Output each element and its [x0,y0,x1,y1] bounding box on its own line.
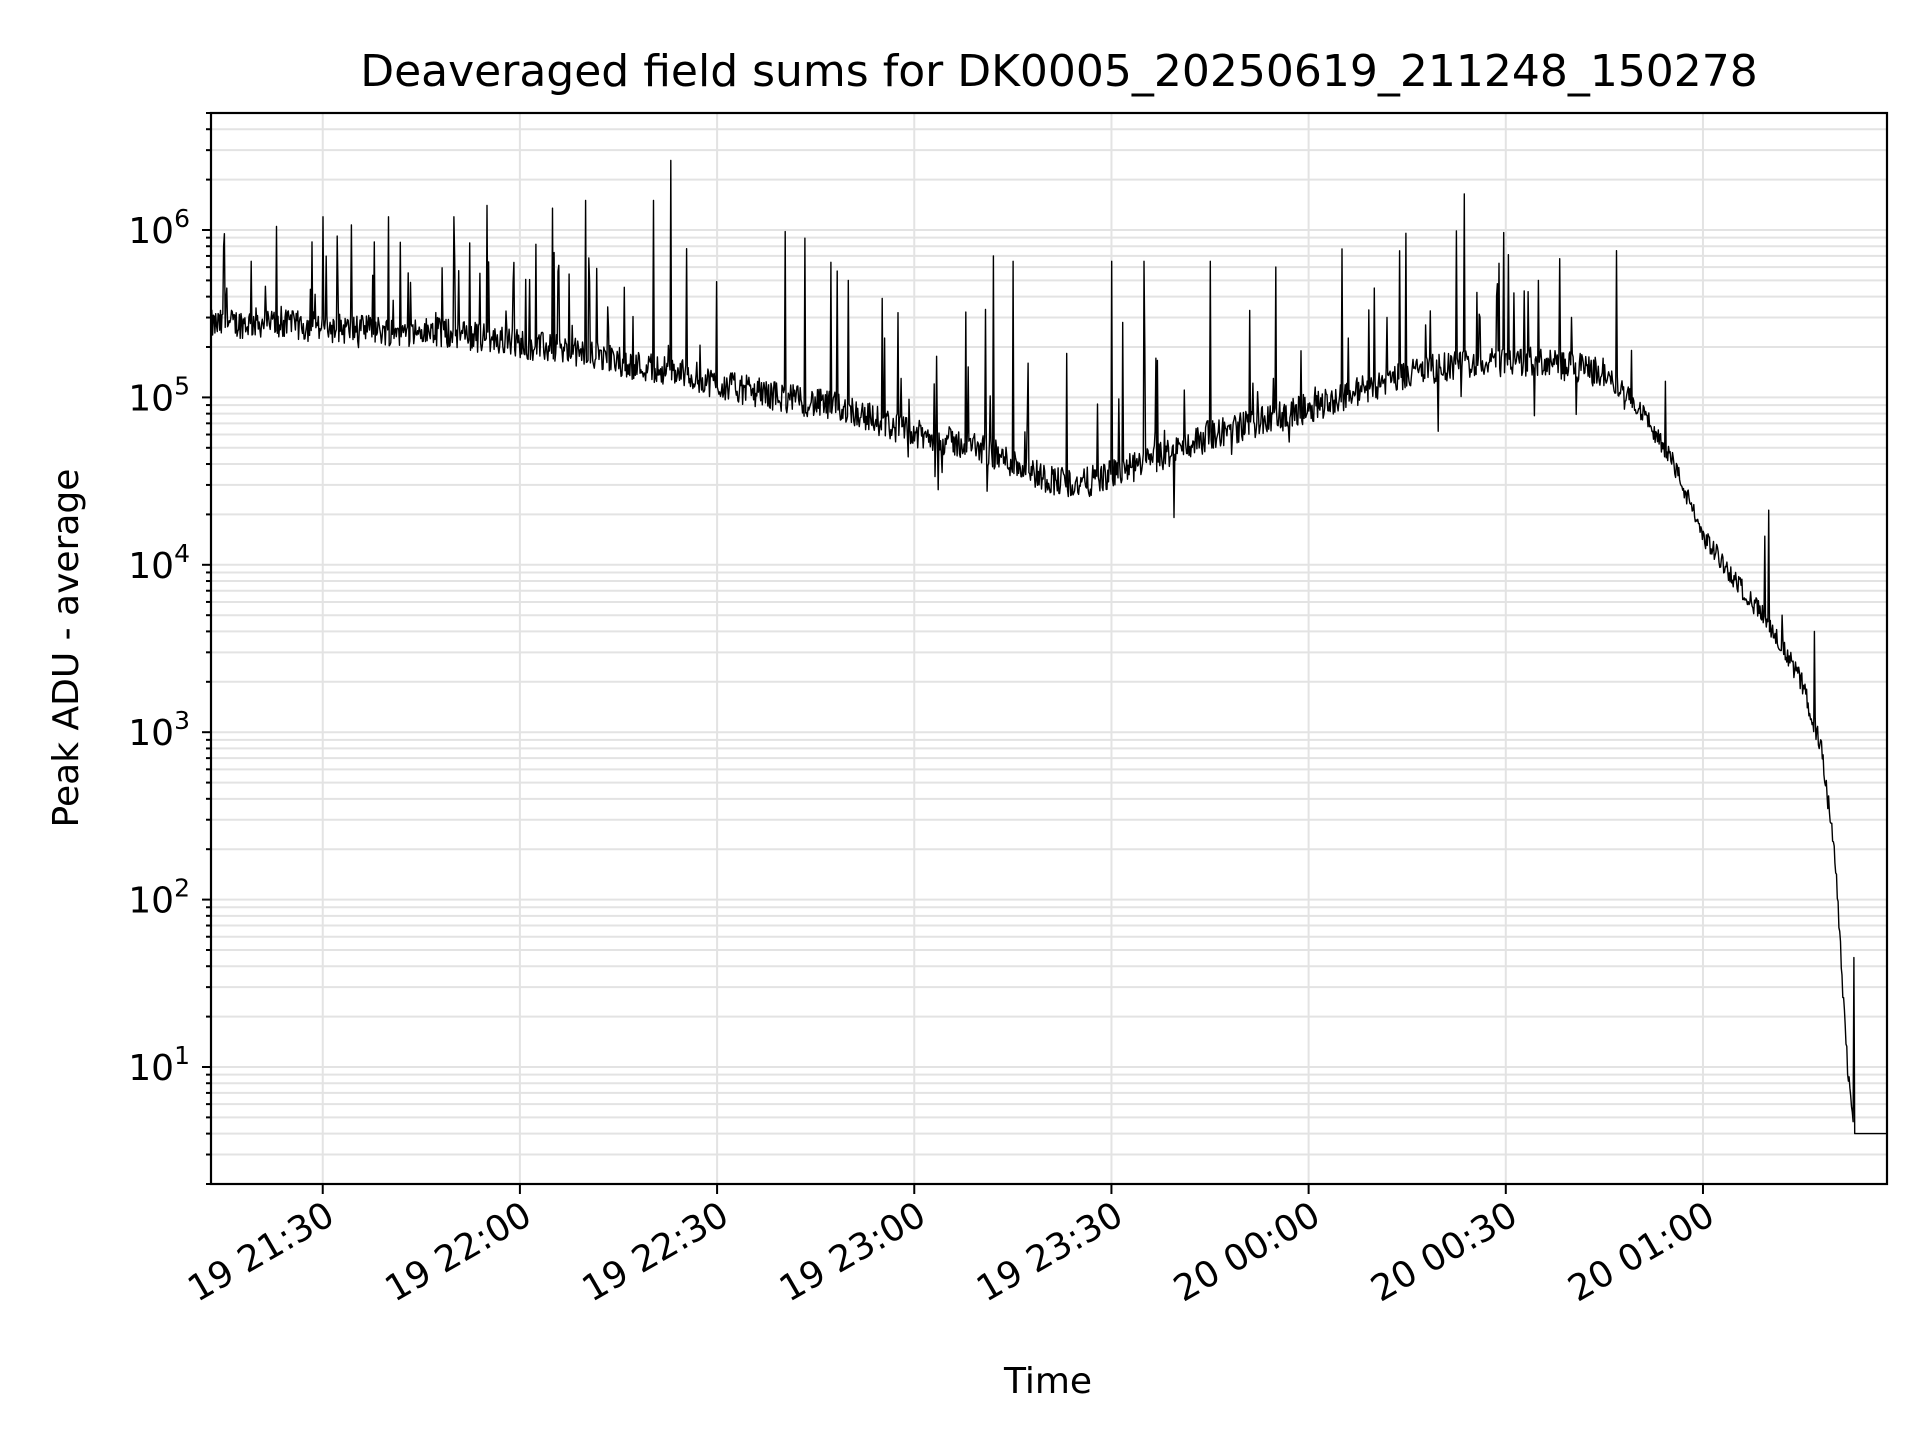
series-path [210,159,1887,1135]
plot-frame [209,111,1889,1186]
chart-title: Deaveraged field sums for DK0005_2025061… [360,46,1758,97]
y-tick-label: 101 [128,1041,190,1089]
y-axis: 101 102 103 104 105 106 [128,112,211,1185]
y-tick-label: 106 [128,204,190,252]
y-tick-label: 103 [128,706,190,754]
y-tick-label: 105 [128,371,190,419]
y-tick-label: 102 [128,874,190,922]
y-axis-label: Peak ADU - average [46,469,87,828]
series-line [210,159,1887,1135]
x-axis-label: Time [1003,1361,1092,1402]
y-tick-label: 104 [128,539,190,587]
